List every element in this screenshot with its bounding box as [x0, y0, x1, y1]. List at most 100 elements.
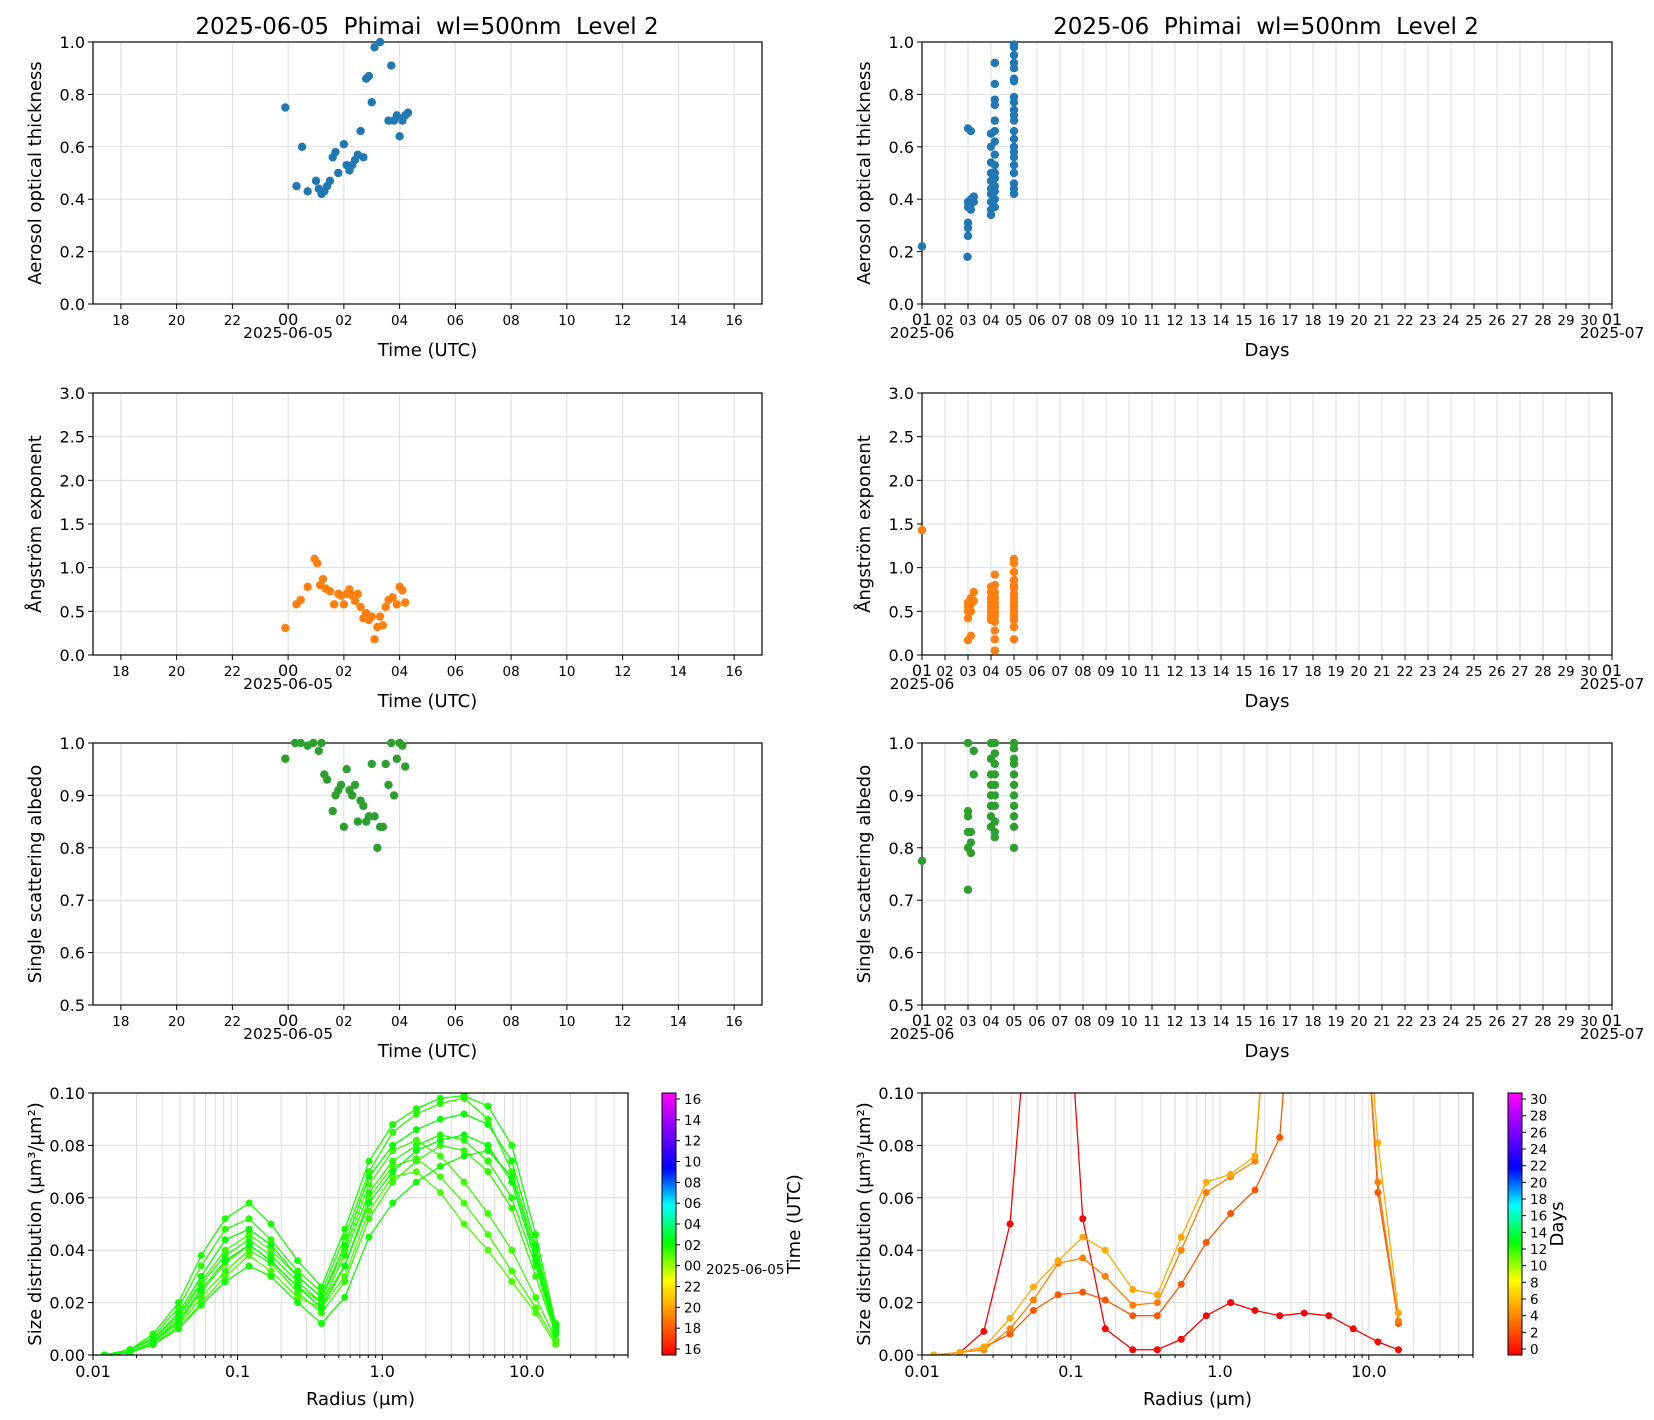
y-tick-label: 0.8 — [60, 839, 85, 858]
data-point — [1009, 770, 1019, 779]
y-tick-label: 2.5 — [60, 428, 85, 447]
x-tick-label: 10 — [558, 313, 575, 329]
x-month-end-label: 2025-07 — [1580, 1025, 1645, 1043]
data-point — [963, 252, 972, 262]
data-point — [403, 108, 413, 117]
x-tick-label: 02 — [335, 1014, 352, 1030]
data-point — [353, 817, 363, 826]
size-distribution-point — [1350, 828, 1357, 835]
size-distribution-point — [436, 1162, 444, 1170]
data-point — [990, 635, 1000, 644]
data-point — [1009, 812, 1019, 821]
size-distribution-point — [1030, 932, 1037, 939]
data-point — [314, 746, 323, 756]
colorbar-bar — [661, 1092, 677, 1356]
x-tick-label: 06 — [1028, 313, 1045, 329]
data-point — [334, 168, 343, 178]
data-point — [336, 780, 346, 790]
ssa-monthly-panel: 01 02 03 04 05 06 07 08 09 10 11 12 13 14 15 16 17 18 19 20… — [854, 734, 1644, 1062]
data-point — [328, 806, 337, 816]
size-distribution-lines — [100, 1093, 560, 1355]
size-distribution-point — [1276, 1134, 1284, 1142]
data-point — [969, 770, 978, 779]
x-axis-label: Time (UTC) — [377, 340, 478, 361]
size-distribution-point — [317, 1320, 325, 1328]
x-tick-label: 10 — [1120, 664, 1137, 680]
x-tick-label: 05 — [1005, 313, 1022, 329]
size-distribution-line — [933, 1093, 1400, 1355]
y-tick-label: 0.5 — [60, 996, 85, 1015]
y-tick-label: 2.0 — [60, 471, 85, 490]
x-tick-label: 07 — [1051, 313, 1068, 329]
y-tick-label: 0.8 — [60, 85, 85, 104]
data-point — [378, 621, 388, 630]
size-distribution-line — [104, 1097, 557, 1355]
x-tick-label: 26 — [1488, 1014, 1505, 1030]
size-distribution-point — [294, 1257, 302, 1265]
colorbar-tick-label: 22 — [1530, 1159, 1547, 1175]
size-distribution-point — [508, 1141, 516, 1149]
size-distribution-point — [267, 1267, 275, 1275]
size-distribution-point — [1325, 828, 1332, 835]
size-distribution-point — [1177, 1233, 1185, 1241]
size-distribution-point — [508, 1267, 516, 1275]
data-point — [313, 559, 322, 568]
size-distribution-point — [294, 1267, 302, 1275]
x-tick-label: 04 — [982, 313, 999, 329]
y-tick-label: 1.0 — [60, 559, 85, 578]
x-tick-label: 08 — [1074, 313, 1091, 329]
x-tick-label: 24 — [1442, 664, 1459, 680]
axes-frame — [92, 41, 763, 305]
data-point — [1009, 791, 1019, 800]
colorbar-label: Time (UTC) — [784, 1174, 805, 1275]
y-tick-label: 0.7 — [889, 891, 914, 910]
size-distribution-point — [436, 1173, 444, 1181]
x-tick-label: 10 — [558, 1014, 575, 1030]
size-distribution-point — [1374, 1178, 1382, 1186]
size-distribution-point — [412, 1136, 420, 1144]
data-point — [384, 780, 393, 790]
data-point — [401, 762, 410, 771]
angstrom-daily-panel: 18 20 22 00 02 04 06 08 10 12 14 16 2025-06-05 0.0 0.5… — [24, 384, 763, 712]
x-tick-label: 03 — [959, 664, 976, 680]
data-point — [990, 801, 1000, 811]
data-point — [1009, 622, 1019, 632]
data-point — [359, 801, 368, 811]
y-tick-label: 0.5 — [889, 602, 914, 621]
y-tick-label: 0.5 — [60, 602, 85, 621]
x-tick-label: 13 — [1189, 664, 1206, 680]
data-point — [350, 596, 360, 606]
size-distribution-point — [412, 1141, 420, 1149]
size-distribution-point — [552, 1335, 560, 1343]
colorbar-tick-label: 12 — [1530, 1242, 1547, 1258]
x-tick-label: 0.1 — [225, 1362, 250, 1381]
x-tick-label: 13 — [1189, 313, 1206, 329]
x-tick-label: 01 — [912, 310, 932, 329]
x-tick-label: 21 — [1373, 664, 1390, 680]
y-tick-label: 0.0 — [889, 295, 914, 314]
aod-daily-panel: 18 20 22 00 02 04 06 08 10 12 14 16 2025-06-05 0.0 0.2… — [25, 33, 763, 361]
data-point — [990, 626, 1000, 635]
y-axis-label: Single scattering albedo — [854, 765, 875, 983]
y-tick-label: 0.6 — [889, 944, 914, 963]
size-distribution-point — [267, 1257, 275, 1265]
size-distribution-point — [930, 1351, 938, 1355]
x-tick-label: 28 — [1534, 664, 1551, 680]
colorbar-tick-label: 10 — [684, 1155, 701, 1171]
x-tick-label: 05 — [1005, 1014, 1022, 1030]
data-point — [281, 103, 290, 112]
size-distribution-point — [508, 1178, 516, 1186]
x-tick-label: 20 — [1350, 1014, 1367, 1030]
x-tick-label: 10.0 — [1351, 1362, 1387, 1381]
size-distribution-point — [245, 1241, 253, 1249]
size-distribution-point — [389, 1162, 397, 1170]
size-distribution-point — [267, 1246, 275, 1254]
x-tick-label: 18 — [1304, 1014, 1321, 1030]
size-distribution-point — [1227, 1210, 1235, 1218]
size-distribution-point — [484, 1246, 492, 1254]
data-point — [990, 195, 1000, 204]
data-point — [990, 126, 1000, 136]
size-distribution-point — [412, 1157, 420, 1165]
size-distribution-point — [245, 1262, 253, 1270]
size-distribution-point — [1079, 1233, 1087, 1241]
